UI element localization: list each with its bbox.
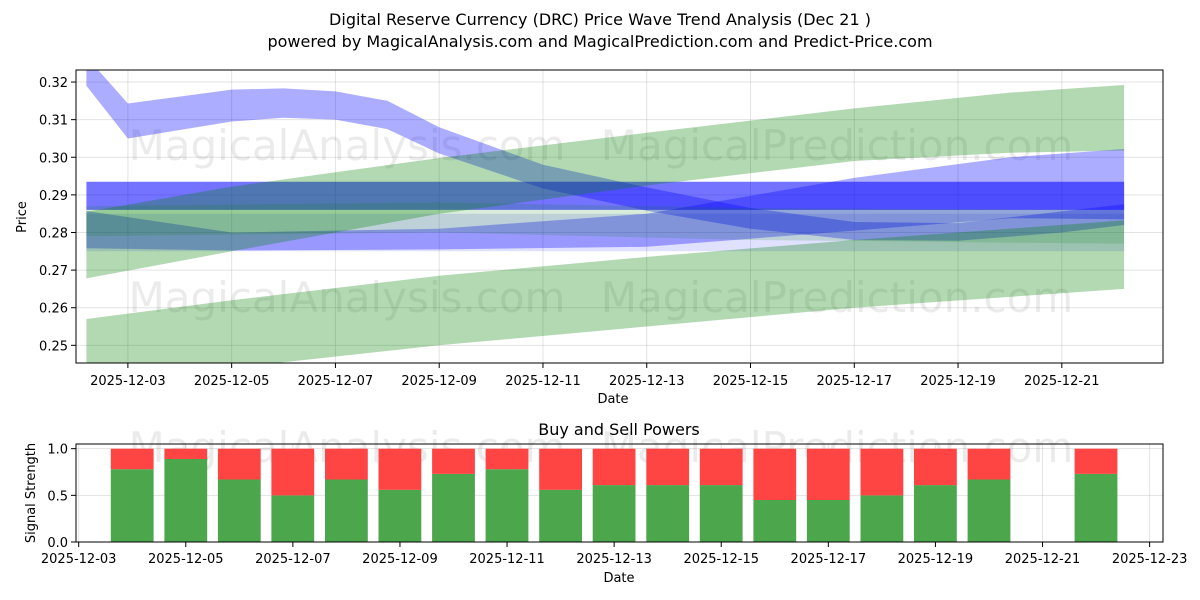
sell-bar: [539, 448, 582, 490]
sell-bar: [699, 448, 743, 486]
sell-bar: [806, 448, 850, 500]
price-plot-background: [76, 70, 1163, 363]
price-band-green-wave-upper: [86, 85, 1125, 279]
sell-bar: [860, 448, 904, 496]
buy-bar: [217, 479, 261, 542]
sell-bar: [378, 448, 422, 490]
signal-x-tick-label: 2025-12-21: [1005, 552, 1081, 567]
sell-bar: [217, 448, 261, 480]
price-band-blue-band-flat: [86, 181, 1125, 210]
signal-x-tick-label: 2025-12-07: [255, 552, 331, 567]
buy-bar: [378, 489, 422, 542]
signal-y-tick-label: 0.5: [47, 489, 68, 504]
buy-bar: [753, 500, 797, 542]
price-watermarks: MagicalAnalysis.com MagicalPrediction.co…: [129, 121, 1074, 322]
price-band-blue-band-pale: [86, 213, 1125, 252]
price-x-tick-label: 2025-12-07: [298, 374, 374, 389]
buy-bar: [164, 458, 208, 542]
signal-bars: [110, 448, 1118, 542]
price-y-tick-label: 0.26: [39, 302, 68, 317]
price-band-green-band-light: [86, 202, 1125, 244]
price-y-label: Price: [15, 201, 30, 233]
sell-bar: [914, 448, 957, 486]
sell-bar: [646, 448, 690, 486]
signal-axes: 2025-12-03 2025-12-05 2025-12-07 2025-12-09…: [41, 443, 1187, 567]
price-x-tick-label: 2025-12-15: [713, 374, 789, 389]
sell-bar: [485, 448, 529, 470]
signal-x-tick-label: 2025-12-03: [41, 552, 117, 567]
watermark-text: MagicalAnalysis.com: [129, 273, 566, 322]
sell-bar: [1074, 448, 1118, 474]
price-y-tick-label: 0.25: [39, 339, 68, 354]
sell-bar: [432, 448, 475, 474]
sell-bar: [110, 448, 154, 470]
buy-bar: [325, 479, 368, 542]
price-x-tick-label: 2025-12-17: [817, 374, 893, 389]
price-y-tick-label: 0.31: [39, 114, 68, 129]
sell-bar: [325, 448, 368, 480]
buy-bar: [1074, 473, 1118, 542]
signal-plot: Buy and Sell Powers MagicalAnalysis.com …: [24, 420, 1187, 586]
signal-x-tick-label: 2025-12-05: [148, 552, 224, 567]
watermark-text: MagicalPrediction.com: [601, 121, 1074, 170]
price-x-tick-label: 2025-12-21: [1024, 374, 1100, 389]
price-series: [86, 70, 1125, 363]
signal-x-tick-label: 2025-12-19: [898, 552, 974, 567]
buy-bar: [271, 495, 315, 542]
price-x-tick-label: 2025-12-13: [609, 374, 685, 389]
price-x-tick-label: 2025-12-09: [401, 374, 477, 389]
signal-title: Buy and Sell Powers: [538, 420, 700, 439]
price-plot-frame: [75, 69, 1164, 364]
signal-x-tick-label: 2025-12-13: [576, 552, 652, 567]
signal-x-tick-label: 2025-12-17: [791, 552, 867, 567]
price-band-blue-wave-rising: [86, 149, 1125, 251]
price-y-tick-label: 0.28: [39, 226, 68, 241]
price-y-tick-label: 0.32: [39, 76, 68, 91]
buy-bar: [485, 469, 529, 542]
sell-bar: [753, 448, 797, 500]
price-band-green-wave-lower: [86, 220, 1125, 363]
price-x-tick-label: 2025-12-19: [920, 374, 996, 389]
buy-bar: [646, 485, 690, 542]
buy-bar: [592, 485, 636, 542]
sell-bar: [967, 448, 1011, 480]
price-x-tick-label: 2025-12-05: [194, 374, 270, 389]
buy-bar: [110, 469, 154, 542]
buy-bar: [432, 473, 475, 542]
chart-subtitle: powered by MagicalAnalysis.com and Magic…: [267, 32, 932, 51]
price-y-tick-label: 0.27: [39, 264, 68, 279]
sell-bar: [271, 448, 315, 496]
price-x-tick-label: 2025-12-03: [90, 374, 166, 389]
price-x-label: Date: [597, 392, 628, 407]
price-y-tick-label: 0.30: [39, 151, 68, 166]
signal-y-label: Signal Strength: [24, 443, 39, 543]
chart-title: Digital Reserve Currency (DRC) Price Wav…: [329, 10, 871, 29]
buy-bar: [699, 485, 743, 542]
price-y-tick-label: 0.29: [39, 189, 68, 204]
sell-bar: [592, 448, 636, 486]
watermark-text: MagicalPrediction.com: [601, 273, 1074, 322]
signal-x-tick-label: 2025-12-15: [683, 552, 759, 567]
sell-bar: [164, 448, 208, 459]
price-band-blue-wave-upper: [86, 70, 1125, 241]
watermark-text: MagicalAnalysis.com: [129, 121, 566, 170]
buy-bar: [539, 489, 582, 542]
price-x-tick-label: 2025-12-11: [505, 374, 581, 389]
signal-x-tick-label: 2025-12-23: [1112, 552, 1188, 567]
signal-x-tick-label: 2025-12-11: [469, 552, 545, 567]
signal-x-label: Date: [603, 571, 634, 586]
signal-plot-frame: [75, 443, 1164, 543]
buy-bar: [860, 495, 904, 542]
buy-bar: [914, 485, 957, 542]
price-plot: MagicalAnalysis.com MagicalPrediction.co…: [15, 69, 1164, 407]
signal-x-tick-label: 2025-12-09: [362, 552, 438, 567]
price-axes: 2025-12-03 2025-12-05 2025-12-07 2025-12-09…: [39, 76, 1100, 389]
buy-bar: [806, 500, 850, 542]
buy-bar: [967, 479, 1011, 542]
signal-y-tick-label: 0.0: [47, 536, 68, 551]
signal-y-tick-label: 1.0: [47, 443, 68, 458]
